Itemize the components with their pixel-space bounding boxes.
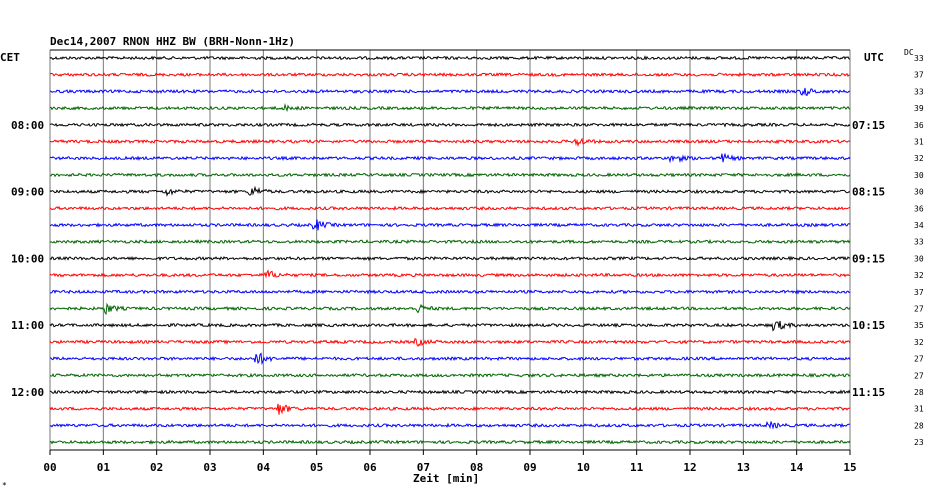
trace-line [49,320,851,332]
trace-line [49,389,851,395]
x-tick-label: 10 [577,461,590,474]
chart-title: Dec14,2007 RNON HHZ BW (BRH-Nonn-1Hz) [50,35,295,48]
right-timezone-label: UTC [864,51,884,64]
x-tick-label: 15 [843,461,856,474]
dc-value-label: 37 [914,288,924,297]
trace-line [49,337,851,348]
trace-line [49,302,851,316]
dc-value-label: 35 [914,321,924,330]
x-tick-label: 08 [470,461,483,474]
x-tick-label: 07 [417,461,430,474]
x-tick-label: 00 [43,461,56,474]
x-tick-label: 13 [737,461,750,474]
x-tick-label: 04 [257,461,271,474]
dc-value-label: 36 [914,121,924,130]
dc-value-label: 39 [914,104,924,113]
left-timezone-label: CET [0,51,20,64]
left-time-label: 11:00 [11,319,44,332]
dc-value-label: 32 [914,271,924,280]
dc-value-label: 34 [914,221,924,230]
x-tick-label: 06 [363,461,377,474]
dc-value-label: 36 [914,204,924,213]
dc-value-label: 27 [914,305,924,314]
dc-value-label: 30 [914,188,924,197]
left-time-label: 08:00 [11,119,44,132]
trace-line [50,102,851,113]
x-tick-label: 14 [790,461,804,474]
trace-line [49,152,851,164]
dc-value-label: 27 [914,355,924,364]
right-time-label: 09:15 [852,252,885,265]
trace-line [49,71,851,78]
dc-value-label: 27 [914,371,924,380]
dc-header-label: DC [904,48,914,57]
grid-lines [49,49,851,455]
dc-value-label: 30 [914,254,924,263]
x-axis-label: Zeit [min] [413,472,479,485]
left-time-label: 10:00 [11,252,44,265]
corner-mark: * [2,481,7,490]
dc-value-label: 32 [914,154,924,163]
x-tick-label: 11 [630,461,644,474]
x-tick-label: 09 [523,461,536,474]
trace-line [49,269,851,279]
x-tick-label: 01 [97,461,111,474]
trace-line [49,122,851,128]
right-time-label: 08:15 [852,186,885,199]
dc-value-label: 23 [914,438,924,447]
trace-line [49,55,851,61]
dc-value-label: 28 [914,421,924,430]
x-tick-label: 03 [203,461,216,474]
right-time-label: 07:15 [852,119,885,132]
dc-value-label: 33 [914,54,924,63]
x-tick-label: 02 [150,461,163,474]
dc-value-label: 33 [914,238,924,247]
trace-line [49,439,851,445]
trace-line [49,87,851,97]
x-tick-label: 12 [683,461,696,474]
trace-line [49,403,851,415]
trace-line [49,137,851,148]
trace-line [49,420,851,430]
axis-labels: 00 01 02 03 04 05 06 07 08 09 10 11 12 13 14 15 08:00 09:… [11,54,924,474]
right-time-label: 10:15 [852,319,885,332]
left-time-label: 12:00 [11,386,44,399]
traces [49,55,851,445]
trace-line [49,372,851,378]
dc-value-label: 28 [914,388,924,397]
trace-line [49,352,851,366]
trace-line [49,238,851,245]
dc-value-label: 31 [914,138,924,147]
trace-line [49,219,851,231]
trace-line [49,289,851,295]
left-time-label: 09:00 [11,186,44,199]
trace-line [49,185,851,197]
dc-value-label: 30 [914,171,924,180]
dc-value-label: 32 [914,338,924,347]
right-time-label: 11:15 [852,386,885,399]
dc-value-label: 31 [914,405,924,414]
x-tick-label: 05 [310,461,323,474]
dc-value-label: 37 [914,71,924,80]
trace-line [49,205,851,212]
dc-value-label: 33 [914,87,924,96]
trace-line [49,172,851,178]
trace-line [49,255,851,262]
